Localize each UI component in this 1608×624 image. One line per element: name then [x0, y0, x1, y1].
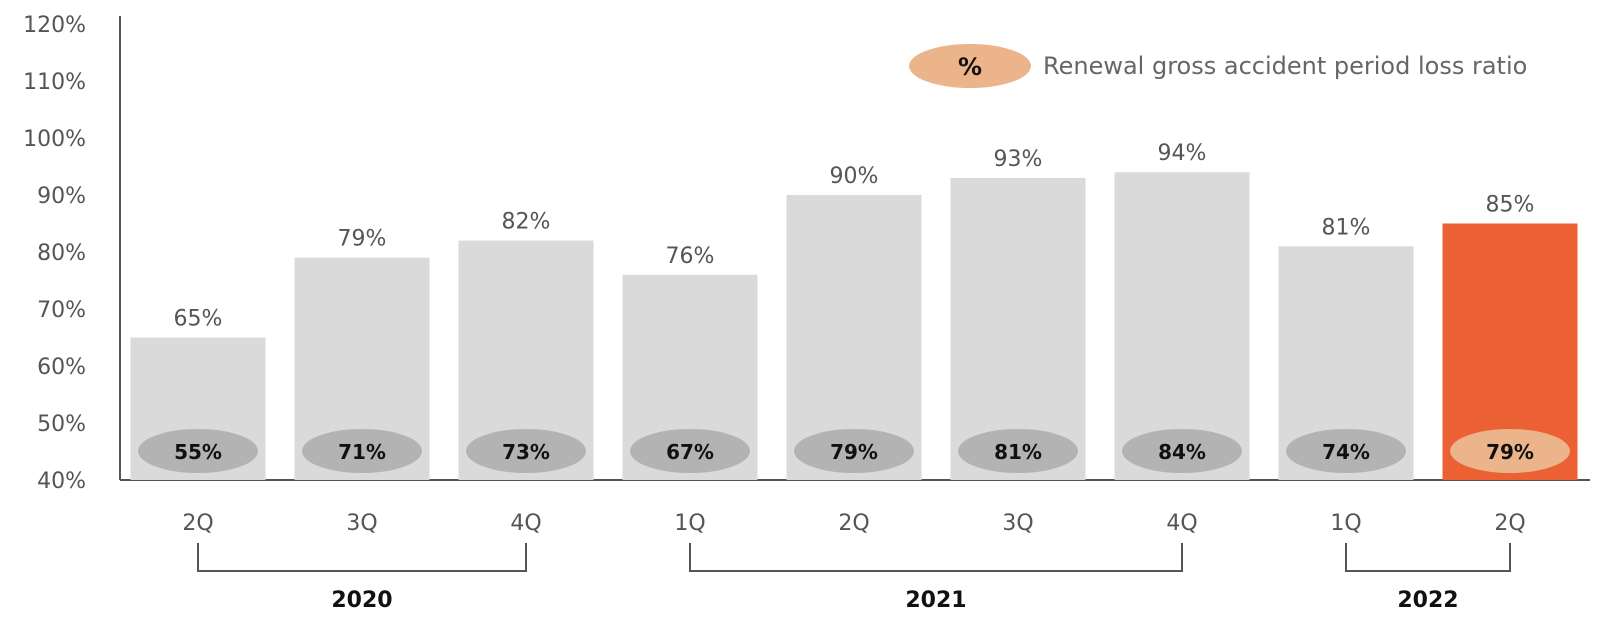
renewal-ratio-oval — [1286, 429, 1406, 473]
y-tick-label: 60% — [37, 355, 86, 380]
legend: % Renewal gross accident period loss rat… — [909, 44, 1527, 88]
bar — [1114, 172, 1250, 480]
renewal-ratio-label: 79% — [1486, 440, 1534, 464]
bar-value-label: 76% — [666, 244, 715, 269]
y-tick-label: 100% — [23, 127, 86, 152]
x-tick-label: 1Q — [1330, 511, 1361, 536]
year-groups: 2020 2021 2022 — [197, 543, 1511, 613]
renewal-ratio-label: 71% — [338, 440, 386, 464]
renewal-ratio-label: 81% — [994, 440, 1042, 464]
bar-value-label: 93% — [994, 147, 1043, 172]
legend-swatch — [909, 44, 1031, 88]
renewal-ratio-label: 74% — [1322, 440, 1370, 464]
y-tick-label: 80% — [37, 241, 86, 266]
renewal-ratio-label: 55% — [174, 440, 222, 464]
bar-value-label: 65% — [174, 307, 223, 332]
y-tick-label: 120% — [23, 13, 86, 38]
bar-value-label: 94% — [1158, 141, 1207, 166]
year-bracket — [1345, 543, 1511, 572]
bar-value-label: 90% — [830, 164, 879, 189]
year-label: 2020 — [331, 588, 392, 613]
renewal-ratio-oval — [466, 429, 586, 473]
x-tick-label: 2Q — [182, 511, 213, 536]
bars: 65% 55% 79% 71% 82% 73% 76% 67% 90% 79% 93% 81% 94% 8… — [130, 141, 1578, 480]
bar-value-label: 85% — [1486, 193, 1535, 218]
renewal-ratio-label: 67% — [666, 440, 714, 464]
bar-value-label: 82% — [502, 210, 551, 235]
x-tick-label: 2Q — [838, 511, 869, 536]
renewal-ratio-oval — [1450, 429, 1570, 473]
year-bracket — [197, 543, 527, 572]
renewal-ratio-label: 84% — [1158, 440, 1206, 464]
renewal-ratio-oval — [958, 429, 1078, 473]
bar-value-label: 79% — [338, 227, 387, 252]
year-bracket — [689, 543, 1183, 572]
x-tick-label: 3Q — [346, 511, 377, 536]
x-tick-label: 4Q — [1166, 511, 1197, 536]
renewal-ratio-oval — [794, 429, 914, 473]
y-tick-label: 110% — [23, 70, 86, 95]
year-label: 2022 — [1397, 588, 1458, 613]
renewal-ratio-label: 73% — [502, 440, 550, 464]
renewal-ratio-oval — [138, 429, 258, 473]
x-tick-label: 1Q — [674, 511, 705, 536]
year-label: 2021 — [905, 588, 966, 613]
x-axis: 2Q 3Q 4Q 1Q 2Q 3Q 4Q 1Q 2Q — [182, 511, 1525, 536]
bar-value-label: 81% — [1322, 215, 1371, 240]
y-tick-label: 90% — [37, 184, 86, 209]
x-tick-label: 2Q — [1494, 511, 1525, 536]
legend-label: Renewal gross accident period loss ratio — [1043, 52, 1527, 80]
legend-symbol: % — [958, 53, 982, 81]
renewal-ratio-oval — [630, 429, 750, 473]
renewal-ratio-oval — [302, 429, 422, 473]
y-tick-label: 40% — [37, 469, 86, 494]
x-tick-label: 3Q — [1002, 511, 1033, 536]
y-tick-label: 70% — [37, 298, 86, 323]
renewal-ratio-oval — [1122, 429, 1242, 473]
x-tick-label: 4Q — [510, 511, 541, 536]
renewal-ratio-label: 79% — [830, 440, 878, 464]
y-tick-label: 50% — [37, 412, 86, 437]
